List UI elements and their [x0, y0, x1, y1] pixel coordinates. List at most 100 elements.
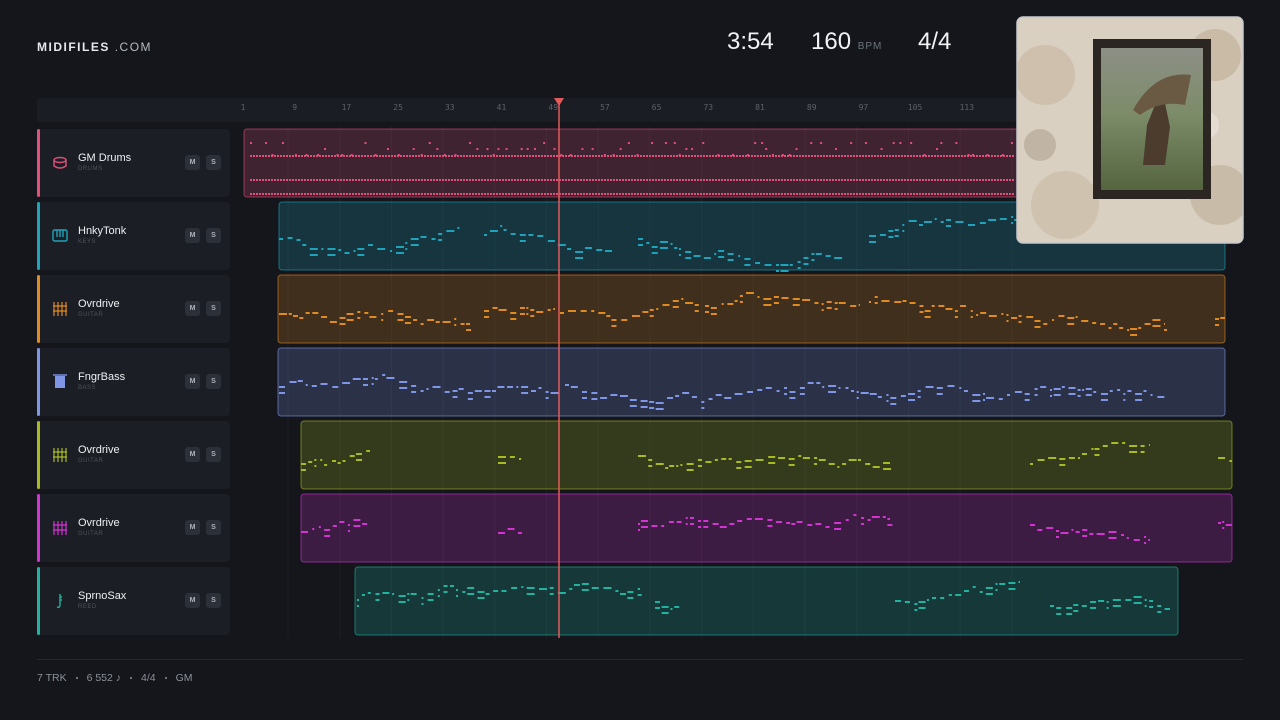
note — [1061, 386, 1065, 388]
tempo: 160 — [811, 28, 852, 55]
mute-button[interactable]: M — [185, 520, 200, 535]
note — [437, 595, 440, 597]
note — [811, 259, 815, 261]
note — [438, 233, 443, 235]
note — [1011, 317, 1018, 319]
note — [1053, 394, 1061, 396]
note — [637, 588, 640, 590]
note — [757, 389, 763, 391]
note — [545, 397, 549, 399]
note — [923, 221, 932, 223]
note — [904, 601, 910, 603]
note — [1049, 395, 1052, 397]
note — [404, 316, 411, 318]
note — [1049, 389, 1052, 391]
solo-button[interactable]: S — [206, 301, 221, 316]
note — [811, 253, 815, 255]
note — [814, 457, 818, 459]
note — [600, 397, 608, 399]
note — [611, 325, 617, 327]
note — [985, 593, 993, 595]
note — [1108, 531, 1117, 533]
note — [332, 460, 337, 462]
mute-button[interactable]: M — [185, 155, 200, 170]
note — [497, 386, 505, 388]
note — [731, 154, 734, 156]
note — [659, 241, 668, 243]
mute-button[interactable]: M — [185, 374, 200, 389]
note — [934, 218, 937, 220]
solo-button[interactable]: S — [206, 228, 221, 243]
note — [1125, 599, 1132, 601]
note — [638, 455, 646, 457]
solo-button[interactable]: S — [206, 447, 221, 462]
note — [1222, 521, 1225, 523]
note — [1043, 323, 1048, 325]
note — [382, 374, 386, 376]
mute-button[interactable]: M — [185, 301, 200, 316]
note — [691, 396, 697, 398]
note — [1053, 388, 1061, 390]
note — [357, 254, 365, 256]
note — [631, 315, 640, 317]
note — [395, 246, 404, 248]
note — [702, 142, 705, 144]
note — [871, 516, 880, 518]
note — [914, 609, 918, 611]
note — [807, 524, 813, 526]
note — [887, 524, 893, 526]
note — [545, 391, 549, 393]
note — [395, 252, 404, 254]
note — [909, 302, 916, 304]
note — [347, 524, 350, 526]
note — [627, 591, 634, 593]
note — [802, 457, 810, 459]
note — [940, 221, 944, 223]
mute-button[interactable]: M — [185, 593, 200, 608]
note — [353, 519, 361, 521]
note — [582, 391, 588, 393]
separator — [75, 677, 78, 679]
note — [1081, 320, 1089, 322]
note — [364, 312, 369, 314]
note — [890, 403, 897, 405]
mute-button[interactable]: M — [185, 228, 200, 243]
note — [655, 607, 660, 609]
note — [826, 301, 832, 303]
solo-button[interactable]: S — [206, 374, 221, 389]
note — [1220, 317, 1225, 319]
note — [727, 253, 734, 255]
note — [1037, 459, 1045, 461]
note — [799, 393, 805, 395]
track-card: HnkyTonk KEYS M S — [37, 202, 230, 270]
note — [925, 386, 934, 388]
note — [452, 396, 458, 398]
track-type: GUITAR — [78, 531, 104, 537]
note — [853, 514, 857, 516]
footer-item: 6 552 ♪ — [86, 672, 122, 684]
track-card: GM Drums DRUMS M S — [37, 129, 230, 197]
note — [917, 396, 921, 398]
note — [894, 301, 902, 303]
note — [444, 391, 450, 393]
note — [661, 612, 669, 614]
note — [1150, 394, 1153, 396]
note — [526, 148, 529, 150]
note — [580, 310, 587, 312]
note — [908, 399, 916, 401]
note — [641, 520, 649, 522]
solo-button[interactable]: S — [206, 155, 221, 170]
note — [339, 317, 346, 319]
mute-button[interactable]: M — [185, 447, 200, 462]
note — [446, 230, 455, 232]
solo-button[interactable]: S — [206, 520, 221, 535]
note — [1138, 327, 1142, 329]
note — [874, 302, 878, 304]
solo-button[interactable]: S — [206, 593, 221, 608]
note — [547, 309, 551, 311]
tempo-block: 160 BPM — [811, 28, 882, 56]
note — [1068, 387, 1076, 389]
note — [651, 246, 658, 248]
note — [667, 397, 674, 399]
note — [924, 316, 931, 318]
